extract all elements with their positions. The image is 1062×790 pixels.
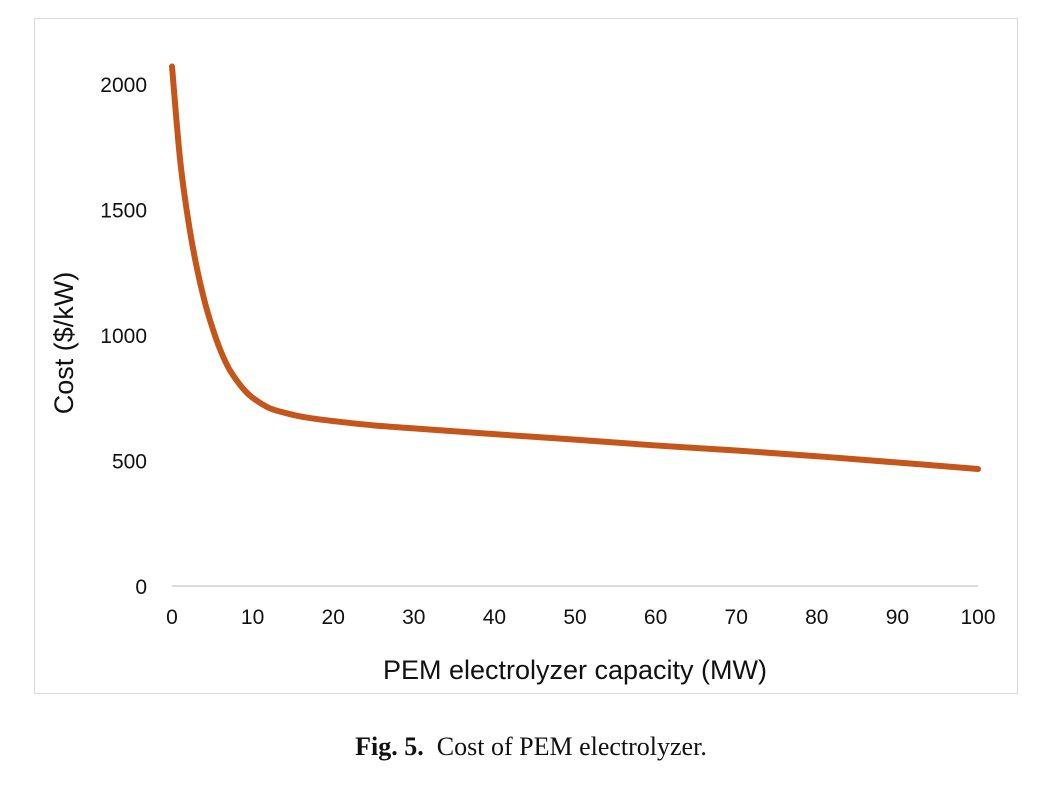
y-tick-label: 2000 [100, 74, 147, 97]
figure-caption-text: Cost of PEM electrolyzer. [436, 732, 707, 761]
x-tick-label: 50 [563, 606, 586, 629]
y-tick-label: 1000 [100, 325, 147, 348]
x-tick-labels: 0 10 20 30 40 50 60 70 80 90 100 [166, 606, 995, 629]
x-tick-label: 10 [241, 606, 264, 629]
x-tick-label: 80 [805, 606, 828, 629]
figure-label: Fig. 5. [355, 732, 424, 761]
y-tick-label: 500 [112, 451, 147, 474]
series-layer [169, 63, 981, 473]
x-tick-label: 100 [960, 606, 995, 629]
x-axis-title: PEM electrolyzer capacity (MW) [383, 655, 767, 685]
x-tick-label: 90 [886, 606, 909, 629]
x-tick-label: 70 [725, 606, 748, 629]
series-line [169, 63, 981, 473]
figure-caption: Fig. 5. Cost of PEM electrolyzer. [0, 732, 1062, 762]
x-tick-label: 30 [402, 606, 425, 629]
x-tick-label: 0 [166, 606, 178, 629]
y-axis-title: Cost ($/kW) [49, 272, 79, 415]
chart-frame [34, 18, 1018, 694]
x-tick-label: 60 [644, 606, 667, 629]
x-tick-label: 40 [483, 606, 506, 629]
y-tick-labels: 0 500 1000 1500 2000 [100, 74, 147, 599]
y-tick-label: 1500 [100, 200, 147, 223]
y-tick-label: 0 [135, 576, 147, 599]
x-tick-label: 20 [322, 606, 345, 629]
